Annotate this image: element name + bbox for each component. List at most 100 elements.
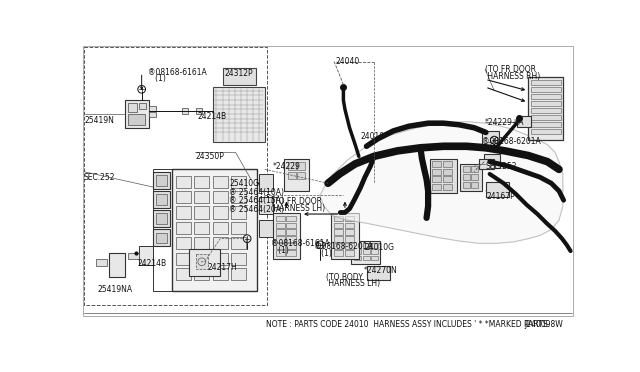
Text: ® 25464(20A): ® 25464(20A) <box>230 205 284 214</box>
Text: 24214B: 24214B <box>137 259 166 268</box>
Bar <box>334 230 344 235</box>
Bar <box>194 268 209 280</box>
Bar <box>153 172 170 189</box>
Bar <box>345 236 354 242</box>
Bar <box>354 256 361 260</box>
Bar <box>531 80 561 86</box>
Text: (1): (1) <box>482 144 500 153</box>
Text: *24229+A: *24229+A <box>485 118 525 127</box>
Bar <box>432 176 441 183</box>
Bar <box>460 164 482 191</box>
Bar <box>276 243 285 249</box>
Bar <box>371 250 378 254</box>
Bar <box>212 253 228 265</box>
Bar <box>297 172 305 179</box>
Bar <box>354 243 361 248</box>
Bar <box>334 243 344 249</box>
Bar <box>212 237 228 250</box>
Bar <box>128 114 145 125</box>
Bar <box>212 176 228 188</box>
Bar <box>231 268 246 280</box>
Bar <box>443 176 452 183</box>
Bar <box>288 163 296 170</box>
Bar <box>149 112 156 117</box>
Text: (1): (1) <box>271 246 289 254</box>
Text: (1): (1) <box>148 74 166 83</box>
Bar <box>125 100 149 128</box>
Bar <box>259 197 273 214</box>
Bar <box>182 108 188 114</box>
Bar <box>175 176 191 188</box>
Bar <box>531 94 561 99</box>
Bar <box>175 237 191 250</box>
Bar <box>140 246 153 265</box>
Bar <box>259 220 273 237</box>
Bar <box>363 250 369 254</box>
Bar <box>287 243 296 249</box>
Bar <box>482 131 499 145</box>
Text: 25410G: 25410G <box>230 179 259 188</box>
Bar <box>212 191 228 203</box>
Text: (TO FR DOOR: (TO FR DOOR <box>271 197 322 206</box>
Bar <box>189 249 220 276</box>
Bar <box>284 158 308 191</box>
Bar <box>432 184 441 190</box>
Bar <box>367 266 390 280</box>
Bar <box>212 268 228 280</box>
Bar <box>231 191 246 203</box>
Bar <box>156 175 167 186</box>
Bar <box>276 216 285 221</box>
Bar <box>287 222 296 228</box>
Bar <box>273 212 300 259</box>
Polygon shape <box>320 122 563 243</box>
Bar <box>471 166 478 173</box>
Text: 24217H: 24217H <box>207 263 237 272</box>
Bar <box>531 115 561 120</box>
Bar <box>479 158 494 169</box>
Text: HARNESS RH): HARNESS RH) <box>485 71 540 81</box>
Text: ®08168-6161A: ®08168-6161A <box>148 68 207 77</box>
Bar <box>371 243 378 248</box>
Bar <box>297 163 305 170</box>
Bar <box>175 268 191 280</box>
Bar <box>231 253 246 265</box>
Text: (TO FR DOOR: (TO FR DOOR <box>485 65 536 74</box>
Bar <box>345 243 354 249</box>
Bar <box>287 230 296 235</box>
Text: HARNESS LH): HARNESS LH) <box>326 279 381 289</box>
Bar <box>463 182 470 188</box>
Bar <box>471 182 478 188</box>
Bar <box>231 206 246 219</box>
Bar <box>287 216 296 221</box>
Bar <box>196 108 202 114</box>
Bar <box>276 250 285 256</box>
Text: 24312P: 24312P <box>224 69 253 78</box>
Bar <box>175 191 191 203</box>
Bar <box>194 253 209 265</box>
Text: J240098W: J240098W <box>524 320 563 329</box>
Bar <box>128 253 139 259</box>
Text: 24214B: 24214B <box>197 112 226 121</box>
Bar <box>471 174 478 180</box>
Bar <box>443 161 452 167</box>
Bar <box>517 116 531 127</box>
Bar <box>484 154 500 168</box>
Bar <box>334 250 344 256</box>
Text: *24270N: *24270N <box>364 266 397 275</box>
Text: 24010: 24010 <box>360 132 385 141</box>
Bar <box>486 182 509 197</box>
Text: 24040: 24040 <box>336 57 360 66</box>
Bar <box>231 222 246 234</box>
Bar <box>212 87 265 142</box>
Bar <box>363 256 369 260</box>
Bar <box>194 176 209 188</box>
Text: ®08168-6201A: ®08168-6201A <box>482 137 541 146</box>
Bar <box>276 236 285 242</box>
Bar <box>432 169 441 175</box>
Bar <box>175 222 191 234</box>
Bar <box>351 241 380 264</box>
Bar <box>153 169 172 291</box>
Bar <box>156 232 167 243</box>
Text: (TO BODY: (TO BODY <box>326 273 364 282</box>
Bar <box>287 236 296 242</box>
